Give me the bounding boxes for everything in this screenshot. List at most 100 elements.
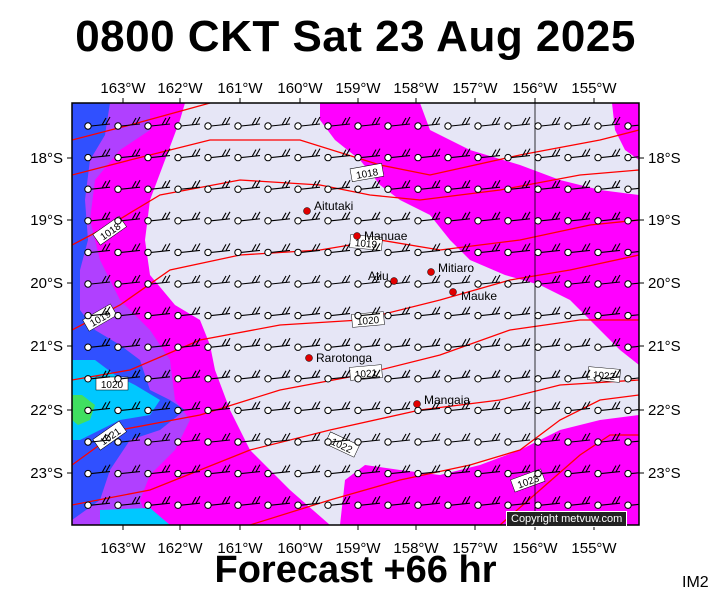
wind-barb-icon <box>444 179 471 193</box>
longitude-label: 163°W <box>100 80 146 97</box>
longitude-label: 163°W <box>100 540 146 557</box>
wind-barb-icon <box>384 369 411 383</box>
wind-barb-icon <box>594 432 621 446</box>
wind-barb-icon <box>504 243 531 257</box>
map-border <box>71 102 640 526</box>
wind-barb-icon <box>294 337 321 351</box>
wind-barb-icon <box>384 211 411 225</box>
wind-barb-icon <box>324 243 351 257</box>
wind-barb-icon <box>504 495 531 509</box>
wind-barb-icon <box>474 148 501 162</box>
latitude-label: 20°S <box>30 275 63 292</box>
wind-barb-icon <box>384 243 411 257</box>
wind-barb-icon <box>624 122 639 130</box>
wind-barb-icon <box>564 243 591 257</box>
wind-barb-icon <box>414 274 441 288</box>
longitude-label: 157°W <box>452 80 498 97</box>
wind-barb-icon <box>294 495 321 509</box>
longitude-label: 156°W <box>512 540 558 557</box>
wind-barb-icon <box>534 464 561 478</box>
wind-barb-icon <box>594 274 621 288</box>
wind-barb-icon <box>444 243 471 257</box>
wind-barb-icon <box>264 495 291 509</box>
wind-barb-icon <box>594 495 621 509</box>
wind-barb-icon <box>624 438 639 446</box>
wind-barb-icon <box>144 306 171 320</box>
wind-barb-icon <box>444 211 471 225</box>
place-dot <box>427 268 435 276</box>
wind-barb-icon <box>84 306 111 320</box>
wind-barb-icon <box>384 148 411 162</box>
wind-barb-icon <box>114 179 141 193</box>
wind-barb-icon <box>444 148 471 162</box>
wind-barb-icon <box>114 401 141 415</box>
wind-barb-icon <box>144 274 171 288</box>
wind-barb-icon <box>534 306 561 320</box>
wind-barb-icon <box>84 116 111 130</box>
wind-barb-icon <box>444 464 471 478</box>
place-dot <box>303 207 311 215</box>
wind-barb-icon <box>384 464 411 478</box>
wind-barb-icon <box>564 401 591 415</box>
wind-barb-icon <box>204 464 231 478</box>
wind-barb-icon <box>294 211 321 225</box>
wind-barb-icon <box>174 148 201 162</box>
copyright-badge: Copyright metvuw.com <box>506 511 628 527</box>
wind-barb-icon <box>594 211 621 225</box>
wind-barb-icon <box>564 464 591 478</box>
wind-barb-icon <box>444 495 471 509</box>
isobar-label: 1019 <box>354 238 378 251</box>
wind-barb-icon <box>594 337 621 351</box>
wind-barb-icon <box>204 116 231 130</box>
longitude-label: 158°W <box>393 80 439 97</box>
wind-barb-icon <box>174 464 201 478</box>
wind-barb-icon <box>354 401 381 415</box>
latitude-label: 23°S <box>648 465 681 482</box>
wind-barb-icon <box>624 153 639 162</box>
wind-barb-icon <box>564 179 591 193</box>
isobar-label: 1018 <box>355 167 379 182</box>
wind-barb-icon <box>384 306 411 320</box>
wind-barb-icon <box>204 306 231 320</box>
wind-barb-icon <box>144 243 171 257</box>
latitude-label: 20°S <box>648 275 681 292</box>
wind-barb-icon <box>444 274 471 288</box>
wind-barb-icon <box>84 179 111 193</box>
wind-barb-icon <box>474 116 501 130</box>
wind-barb-icon <box>564 306 591 320</box>
wind-barb-icon <box>534 495 561 509</box>
wind-barb-icon <box>444 432 471 446</box>
place-label: Mangaia <box>424 393 470 407</box>
place-label: Mitiaro <box>438 261 474 275</box>
longitude-label: 156°W <box>512 80 558 97</box>
wind-barb-icon <box>594 401 621 415</box>
wind-barb-icon <box>234 179 261 193</box>
wind-barb-icon <box>264 401 291 415</box>
wind-barb-icon <box>414 243 441 257</box>
wind-barb-icon <box>114 464 141 478</box>
wind-barb-icon <box>234 401 261 415</box>
wind-barb-icon <box>204 179 231 193</box>
wind-barb-icon <box>234 274 261 288</box>
wind-barb-icon <box>174 337 201 351</box>
wind-barb-icon <box>264 116 291 130</box>
longitude-label: 161°W <box>217 80 263 97</box>
wind-barb-icon <box>144 211 171 225</box>
wind-barb-grid <box>84 116 639 509</box>
wind-barb-icon <box>264 369 291 383</box>
wind-barb-icon <box>234 306 261 320</box>
wind-barb-icon <box>114 148 141 162</box>
wind-barb-icon <box>444 306 471 320</box>
wind-barb-icon <box>234 211 261 225</box>
wind-barb-icon <box>564 274 591 288</box>
wind-barb-icon <box>324 306 351 320</box>
wind-barb-icon <box>84 432 111 446</box>
wind-barb-icon <box>294 148 321 162</box>
wind-barb-icon <box>324 401 351 415</box>
wind-barb-icon <box>624 217 639 225</box>
wind-barb-icon <box>294 243 321 257</box>
wind-barb-icon <box>594 179 621 193</box>
wind-barb-icon <box>234 432 261 446</box>
wind-barb-icon <box>444 401 471 415</box>
